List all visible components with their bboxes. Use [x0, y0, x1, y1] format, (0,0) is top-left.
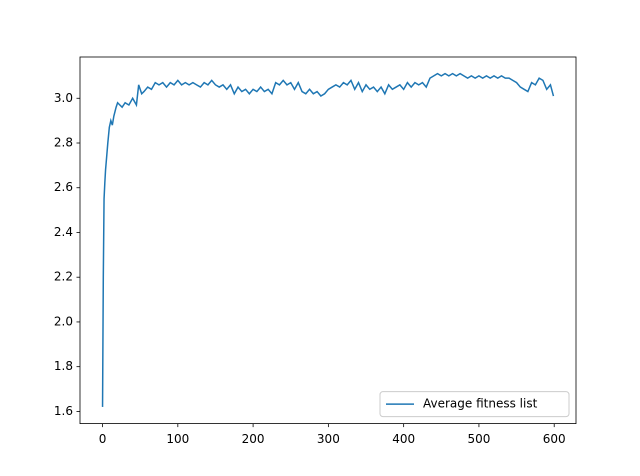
y-tick-label: 2.0 — [54, 314, 73, 328]
y-tick-label: 1.6 — [54, 404, 73, 418]
y-tick-label: 2.2 — [54, 270, 73, 284]
x-tick-label: 200 — [242, 432, 265, 446]
legend-label: Average fitness list — [423, 397, 538, 411]
y-tick-label: 1.8 — [54, 359, 73, 373]
y-tick-label: 2.6 — [54, 180, 73, 194]
x-tick-label: 300 — [317, 432, 340, 446]
legend-box — [379, 391, 570, 418]
legend: Average fitness list — [379, 391, 570, 418]
y-tick-label: 3.0 — [54, 91, 73, 105]
data-line — [101, 72, 555, 407]
x-tick-label: 400 — [392, 432, 415, 446]
y-tick-label: 2.4 — [54, 225, 73, 239]
axes-frame — [79, 56, 577, 425]
x-tick-label: 500 — [467, 432, 490, 446]
y-tick-label: 2.8 — [54, 136, 73, 150]
x-tick-label: 600 — [543, 432, 566, 446]
x-tick-label: 100 — [166, 432, 189, 446]
x-tick-label: 0 — [99, 432, 107, 446]
